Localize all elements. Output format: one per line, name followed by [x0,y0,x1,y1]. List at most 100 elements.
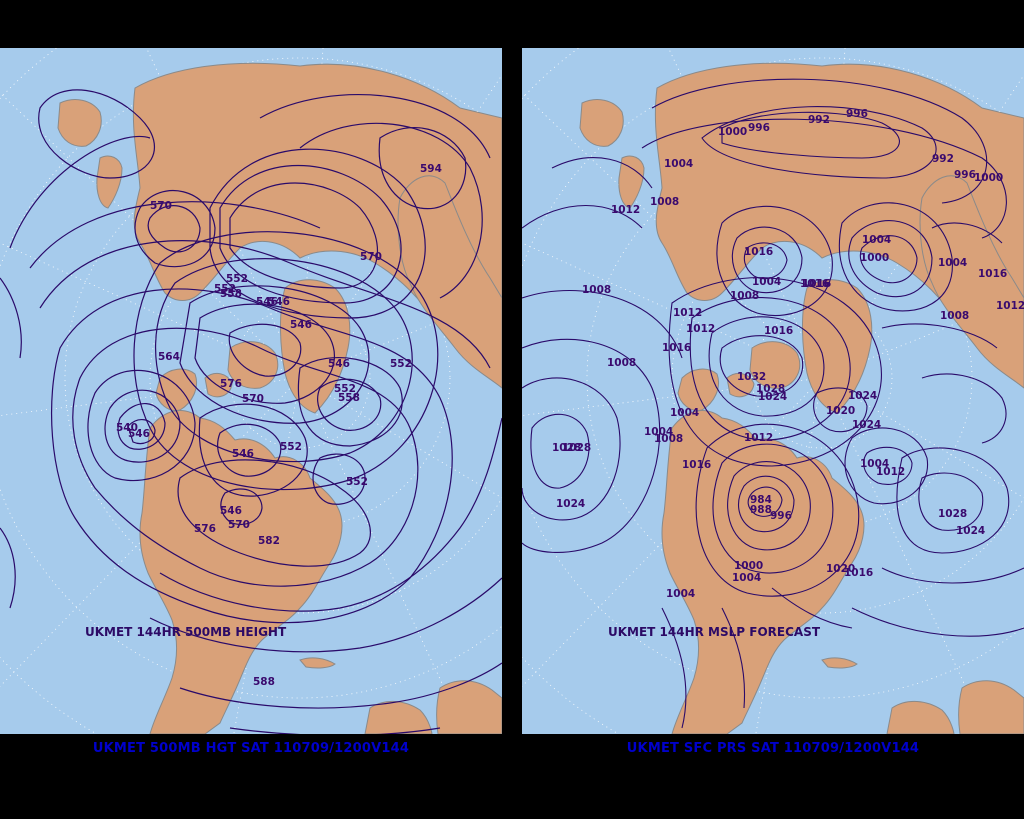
contour-labels-500mb: 594 570 570 552 552 558 546 546 546 552 … [116,163,442,688]
contour-label: 1024 [758,391,787,403]
contour-label: 1012 [686,323,715,335]
africa-land [436,680,502,734]
contour-label: 1028 [552,442,581,454]
contour-label: 1016 [744,246,773,258]
contour-label: 1028 [938,508,967,520]
contour-label: 564 [158,351,180,363]
contour-label: 1012 [611,204,640,216]
footer-title: UKMET SFC PRS SAT 110709/1200V144 [626,741,920,756]
footer-title: UKMET 500MB HGT SAT 110709/1200V144 [92,741,410,756]
contour-label: 996 [954,169,976,181]
caribbean-island-land [299,657,336,669]
map-500mb-height: 594 570 570 552 552 558 546 546 546 552 … [0,48,502,734]
contour-label: 1032 [737,371,766,383]
contour-label: 1020 [826,405,855,417]
contour-label: 996 [748,122,770,134]
contour-label: 1024 [556,498,585,510]
contour-label: 582 [258,535,280,547]
map-inner-title: UKMET 144HR 500MB HEIGHT [85,625,287,639]
contour-label: 552 [226,273,248,285]
contour-label: 546 [268,296,290,308]
caribbean-island-land [821,657,858,669]
contour-label: 570 [228,519,250,531]
contour-label: 1016 [800,278,829,290]
contour-label: 558 [338,392,360,404]
japan-land [618,155,645,209]
contour-label: 996 [846,108,868,120]
alaska-land [677,368,719,412]
panel-divider [502,0,522,819]
contour-label: 1016 [844,567,873,579]
contour-label: 558 [220,288,242,300]
contour-label: 1016 [978,268,1007,280]
contour-label: 1008 [607,357,636,369]
contour-label: 576 [194,523,216,535]
contour-label: 552 [334,383,356,395]
arctic-island-small-land [726,372,755,398]
contour-label: 1008 [654,433,683,445]
contour-labels-mslp: 1000 996 992 996 992 996 1000 1004 1012 … [552,108,1024,600]
contour-label: 594 [420,163,442,175]
map-mslp-svg: 1000 996 992 996 992 996 1000 1004 1012 … [522,48,1024,734]
japan-land [96,155,123,209]
contour-label: 992 [808,114,830,126]
south-america-land [364,701,433,734]
contour-label: 1028 [756,383,785,395]
contour-label: 546 [256,296,278,308]
contour-label: 546 [328,358,350,370]
contour-label: 552 [214,283,236,295]
south-america-land [886,701,955,734]
contour-label: 1004 [732,572,761,584]
contour-label: 570 [360,251,382,263]
landmasses [57,62,502,734]
contour-label: 552 [390,358,412,370]
east-asia-land [579,99,624,147]
contour-label: 1012 [673,307,702,319]
east-asia-land [57,99,102,147]
contour-label: 1016 [802,278,831,290]
map-500mb-svg: 594 570 570 552 552 558 546 546 546 552 … [0,48,502,734]
greenland-land [802,279,873,414]
contour-label: 1008 [730,290,759,302]
contour-label: 984 [750,494,772,506]
africa-land [958,680,1024,734]
contour-label: 1016 [764,325,793,337]
contour-label: 588 [253,676,275,688]
contour-label: 1028 [562,442,591,454]
map-inner-title: UKMET 144HR MSLP FORECAST [608,625,821,639]
contour-label: 1000 [974,172,1003,184]
contour-label: 576 [220,378,242,390]
contour-label: 1000 [718,126,747,138]
eurasia-land [132,62,502,379]
contour-label: 1024 [852,419,881,431]
arctic-island-land [749,341,801,389]
contour-label: 1004 [670,407,699,419]
contour-label: 1012 [996,300,1024,312]
contour-label: 546 [220,505,242,517]
contour-label: 1004 [860,458,889,470]
map-mslp-forecast: 1000 996 992 996 992 996 1000 1004 1012 … [522,48,1024,734]
europe-land [397,175,502,389]
contour-label: 1008 [582,284,611,296]
contour-label: 1004 [752,276,781,288]
contour-label: 540 [116,422,138,434]
contour-label: 1004 [664,158,693,170]
contour-label: 1008 [940,310,969,322]
contour-label: 1000 [860,252,889,264]
north-america-land [139,410,343,734]
contour-label: 992 [932,153,954,165]
contour-label: 546 [290,319,312,331]
contour-label: 1020 [826,563,855,575]
contour-label: 552 [346,476,368,488]
contour-label: 546 [128,428,150,440]
contour-label: 570 [242,393,264,405]
contour-label: 1016 [682,459,711,471]
contour-label: 570 [150,200,172,212]
arctic-island-land [227,341,279,389]
contour-label: 1000 [734,560,763,572]
contour-label: 1016 [662,342,691,354]
contour-label: 546 [232,448,254,460]
contour-label: 1024 [956,525,985,537]
contour-label: 1004 [666,588,695,600]
contour-label: 1004 [644,426,673,438]
